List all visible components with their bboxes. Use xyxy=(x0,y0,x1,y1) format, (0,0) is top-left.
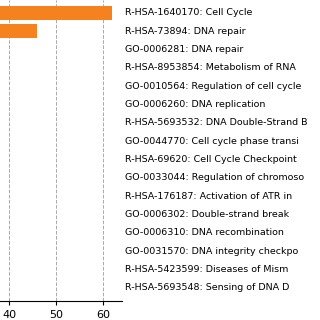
Text: R-HSA-5693548: Sensing of DNA D: R-HSA-5693548: Sensing of DNA D xyxy=(125,284,289,292)
Text: R-HSA-5693532: DNA Double-Strand B: R-HSA-5693532: DNA Double-Strand B xyxy=(125,118,307,127)
Text: R-HSA-176187: Activation of ATR in: R-HSA-176187: Activation of ATR in xyxy=(125,192,292,201)
Text: GO-0006310: DNA recombination: GO-0006310: DNA recombination xyxy=(125,228,284,237)
Text: GO-0010564: Regulation of cell cycle: GO-0010564: Regulation of cell cycle xyxy=(125,82,301,91)
Text: GO-0044770: Cell cycle phase transi: GO-0044770: Cell cycle phase transi xyxy=(125,137,299,146)
Text: R-HSA-69620: Cell Cycle Checkpoint: R-HSA-69620: Cell Cycle Checkpoint xyxy=(125,155,297,164)
Bar xyxy=(0,24,37,38)
Text: GO-0006302: Double-strand break: GO-0006302: Double-strand break xyxy=(125,210,289,219)
Text: R-HSA-8953854: Metabolism of RNA: R-HSA-8953854: Metabolism of RNA xyxy=(125,63,296,72)
Text: R-HSA-5423599: Diseases of Mism: R-HSA-5423599: Diseases of Mism xyxy=(125,265,288,274)
Text: R-HSA-73894: DNA repair: R-HSA-73894: DNA repair xyxy=(125,27,245,36)
Text: GO-0006260: DNA replication: GO-0006260: DNA replication xyxy=(125,100,265,109)
Text: GO-0031570: DNA integrity checkpo: GO-0031570: DNA integrity checkpo xyxy=(125,247,298,256)
Text: GO-0006281: DNA repair: GO-0006281: DNA repair xyxy=(125,45,243,54)
Text: R-HSA-1640170: Cell Cycle: R-HSA-1640170: Cell Cycle xyxy=(125,8,252,17)
Text: GO-0033044: Regulation of chromoso: GO-0033044: Regulation of chromoso xyxy=(125,173,304,182)
Bar xyxy=(0,6,112,20)
